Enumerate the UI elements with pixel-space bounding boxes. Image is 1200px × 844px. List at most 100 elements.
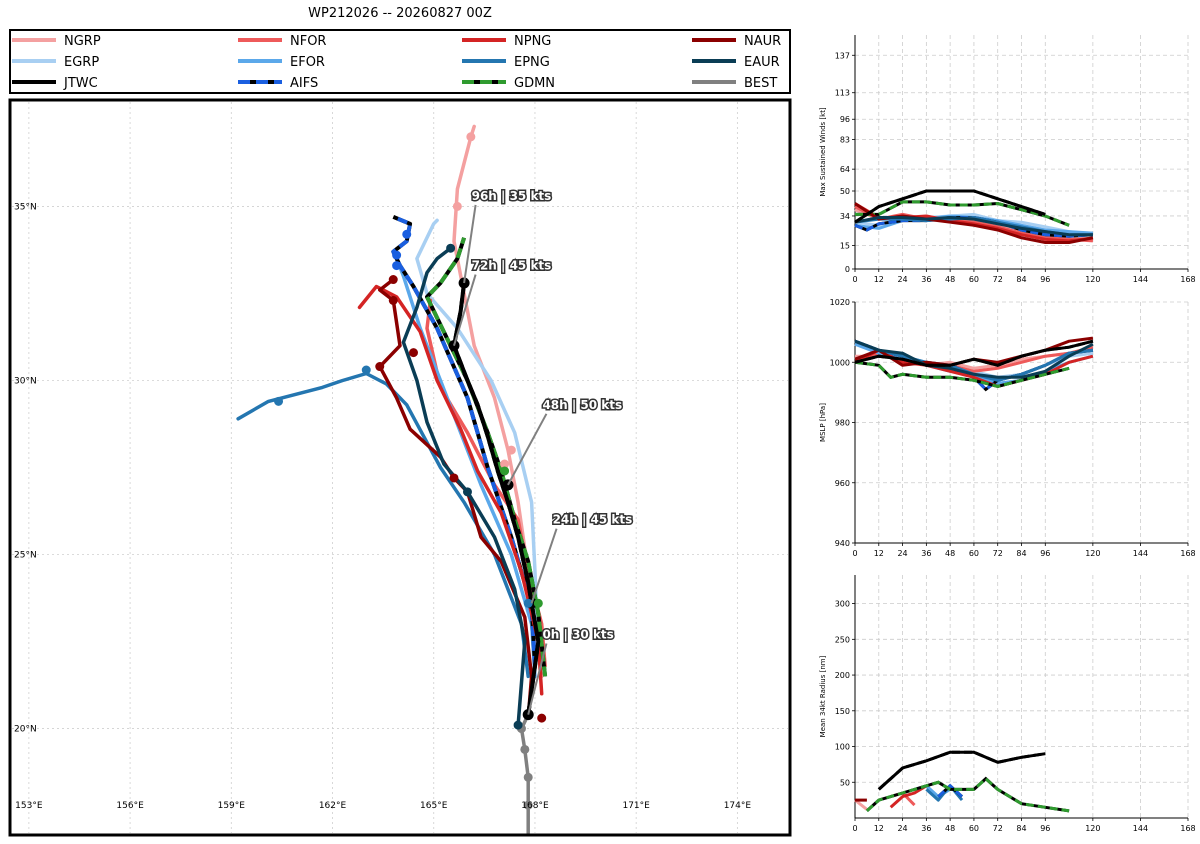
legend-label-eaur: EAUR bbox=[744, 55, 780, 70]
panel-xtick-label: 60 bbox=[969, 549, 979, 558]
panel-ytick-label: 137 bbox=[835, 51, 850, 60]
annotation-leader bbox=[530, 528, 558, 604]
pressure-panel: 0 12 24 36 48 60 72 84 96 120 144 168 940 960 980 1000 1… bbox=[819, 298, 1196, 558]
map-xtick-label: 174°E bbox=[724, 801, 752, 811]
panel-xtick-label: 120 bbox=[1085, 549, 1100, 558]
map-xtick-label: 171°E bbox=[622, 801, 650, 811]
legend-label-egrp: EGRP bbox=[64, 55, 99, 70]
marker-aifs bbox=[402, 229, 412, 239]
annotation-label: 72h | 45 kts bbox=[472, 259, 552, 273]
map-markers bbox=[274, 132, 547, 810]
panel-ytick-label: 34 bbox=[840, 212, 850, 221]
panel-xtick-label: 24 bbox=[897, 275, 907, 284]
panel-xtick-label: 60 bbox=[969, 275, 979, 284]
panel-xtick-label: 60 bbox=[969, 824, 979, 833]
legend-label-naur: NAUR bbox=[744, 34, 781, 49]
annotation-label: 48h | 50 kts bbox=[542, 398, 622, 412]
panel-ytick-label: 940 bbox=[835, 539, 850, 548]
annotation-leader bbox=[527, 643, 548, 715]
panel-line-eaur bbox=[854, 216, 1093, 237]
legend-label-gdmn: GDMN bbox=[514, 76, 555, 91]
map-ytick-label: 20°N bbox=[14, 725, 37, 735]
panel-xtick-label: 24 bbox=[897, 549, 907, 558]
panel-xtick-label: 36 bbox=[921, 275, 931, 284]
legend-label-aifs: AIFS bbox=[290, 76, 318, 91]
marker-ngrp bbox=[466, 132, 476, 142]
panel-xtick-label: 144 bbox=[1133, 549, 1148, 558]
wind-panel: 0 12 24 36 48 60 72 84 96 120 144 168 0 15 34 50 64 83 96 1… bbox=[819, 35, 1196, 284]
panel-line-jtwc-base bbox=[877, 750, 1046, 791]
marker-epng bbox=[274, 396, 284, 406]
marker-ngrp bbox=[452, 201, 462, 211]
map-xtick-label: 168°E bbox=[521, 801, 549, 811]
radius-panel: 0 12 24 36 48 60 72 84 96 120 144 168 50 100 150 200 250… bbox=[819, 575, 1196, 833]
panel-xtick-label: 84 bbox=[1016, 824, 1026, 833]
panel-ytick-label: 1000 bbox=[830, 358, 850, 367]
panel-xtick-label: 12 bbox=[874, 549, 884, 558]
panel-xtick-label: 96 bbox=[1040, 275, 1050, 284]
legend-label-jtwc: JTWC bbox=[63, 76, 98, 91]
panel-xtick-label: 144 bbox=[1133, 824, 1148, 833]
panel-line-jtwc bbox=[854, 189, 1046, 224]
panel-ytick-label: 200 bbox=[835, 671, 850, 680]
annotation-label: 96h | 35 kts bbox=[472, 189, 552, 203]
marker-epng bbox=[361, 365, 371, 375]
panel-xtick-label: 84 bbox=[1016, 275, 1026, 284]
panel-line-eaur bbox=[854, 339, 1094, 379]
marker-naur bbox=[537, 713, 547, 723]
map-xtick-label: 159°E bbox=[218, 801, 246, 811]
panel-ytick-label: 64 bbox=[840, 165, 850, 174]
panel-xtick-label: 120 bbox=[1085, 275, 1100, 284]
map-xtick-label: 156°E bbox=[116, 801, 144, 811]
marker-aifs bbox=[392, 250, 402, 260]
marker-ngrp bbox=[506, 445, 516, 455]
annotation-label: 24h | 45 kts bbox=[553, 513, 633, 527]
annotation-leader bbox=[453, 274, 477, 346]
panel-ytick-label: 113 bbox=[835, 89, 850, 98]
panel-line-gdmn bbox=[855, 200, 1070, 227]
panel-ytick-label: 1020 bbox=[830, 298, 850, 307]
track-eaur bbox=[401, 246, 527, 727]
map-tick-labels: 153°E 156°E 159°E 162°E 165°E 168°E 171°E 174°E… bbox=[14, 202, 751, 811]
map-annotations: 0h | 30 kts 24h | 45 kts 48h | 50 kts 72h |… bbox=[453, 187, 634, 715]
panel-xtick-label: 96 bbox=[1040, 549, 1050, 558]
legend-label-best: BEST bbox=[744, 76, 777, 91]
map-ytick-label: 30°N bbox=[14, 376, 37, 386]
legend: NGRP EGRP JTWC NFOR EFOR AIFS NPNG EPNG GDMN NAUR… bbox=[9, 29, 791, 94]
panel-ytick-label: 15 bbox=[840, 242, 850, 251]
panel-ytick-label: 980 bbox=[835, 419, 850, 428]
panel-xtick-label: 72 bbox=[993, 824, 1003, 833]
panel-line-aifs bbox=[937, 783, 964, 798]
panel-ylabel: MSLP [hPa] bbox=[819, 403, 827, 442]
panel-ytick-label: 960 bbox=[835, 479, 850, 488]
panel-ytick-label: 250 bbox=[835, 635, 850, 644]
map-background bbox=[10, 100, 790, 835]
panel-xtick-label: 144 bbox=[1133, 275, 1148, 284]
marker-eaur bbox=[462, 487, 472, 497]
panel-xtick-label: 0 bbox=[852, 549, 857, 558]
marker-naur bbox=[388, 275, 398, 285]
panel-xtick-label: 72 bbox=[993, 549, 1003, 558]
panel-xtick-label: 12 bbox=[874, 824, 884, 833]
panel-xtick-label: 24 bbox=[897, 824, 907, 833]
panel-xtick-label: 84 bbox=[1016, 549, 1026, 558]
panel-xtick-label: 48 bbox=[945, 275, 955, 284]
panel-line-jtwc bbox=[877, 750, 1046, 791]
panel-xtick-label: 96 bbox=[1040, 824, 1050, 833]
marker-gdmn bbox=[500, 466, 510, 476]
panel-ylabel: Mean 34kt Radius [nm] bbox=[819, 655, 827, 737]
panel-xtick-label: 0 bbox=[852, 824, 857, 833]
panel-xtick-label: 168 bbox=[1180, 275, 1195, 284]
panel-xtick-label: 36 bbox=[921, 824, 931, 833]
marker-eaur bbox=[446, 243, 456, 253]
legend-label-npng: NPNG bbox=[514, 34, 551, 49]
panel-xtick-label: 168 bbox=[1180, 824, 1195, 833]
panel-xtick-label: 168 bbox=[1180, 549, 1195, 558]
panel-xtick-label: 0 bbox=[852, 275, 857, 284]
panel-ytick-label: 0 bbox=[845, 265, 850, 274]
legend-label-nfor: NFOR bbox=[290, 34, 326, 49]
map-frame bbox=[8, 98, 792, 837]
map-xtick-label: 162°E bbox=[319, 801, 347, 811]
